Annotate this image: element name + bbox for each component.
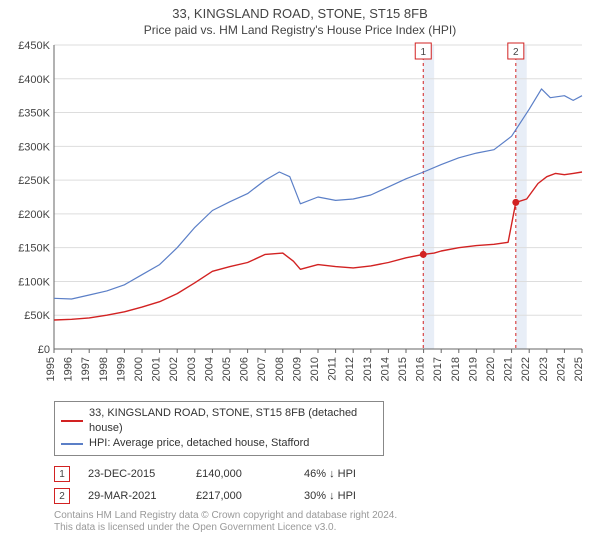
svg-text:2021: 2021 xyxy=(503,357,515,381)
svg-text:2015: 2015 xyxy=(397,357,409,381)
chart: £0 £50K £100K £150K £200K £250K £300K £350K £400… xyxy=(8,41,592,393)
svg-text:2006: 2006 xyxy=(239,357,251,381)
svg-text:2000: 2000 xyxy=(133,357,145,381)
svg-text:2007: 2007 xyxy=(256,357,268,381)
svg-text:1995: 1995 xyxy=(45,357,57,381)
sale-badge-1: 1 xyxy=(54,466,70,482)
footer: Contains HM Land Registry data © Crown c… xyxy=(54,510,592,534)
chart-svg: £0 £50K £100K £150K £200K £250K £300K £350K £400… xyxy=(8,41,592,393)
chart-title-block: 33, KINGSLAND ROAD, STONE, ST15 8FB Pric… xyxy=(8,6,592,37)
svg-text:£350K: £350K xyxy=(18,108,50,120)
legend-label-red: 33, KINGSLAND ROAD, STONE, ST15 8FB (det… xyxy=(89,406,377,436)
sales-table: 1 23-DEC-2015 £140,000 46% ↓ HPI 2 29-MA… xyxy=(54,466,592,504)
svg-text:2012: 2012 xyxy=(344,357,356,381)
footer-line-1: Contains HM Land Registry data © Crown c… xyxy=(54,510,592,522)
legend-item-blue: HPI: Average price, detached house, Staf… xyxy=(61,436,377,451)
svg-text:2010: 2010 xyxy=(309,357,321,381)
legend: 33, KINGSLAND ROAD, STONE, ST15 8FB (det… xyxy=(54,401,384,456)
sale-date-2: 29-MAR-2021 xyxy=(88,490,178,502)
svg-text:2019: 2019 xyxy=(467,357,479,381)
svg-text:2020: 2020 xyxy=(485,357,497,381)
sale-badge-2: 2 xyxy=(54,488,70,504)
title-line-1: 33, KINGSLAND ROAD, STONE, ST15 8FB xyxy=(8,6,592,21)
sale-row-1: 1 23-DEC-2015 £140,000 46% ↓ HPI xyxy=(54,466,592,482)
title-line-2: Price paid vs. HM Land Registry's House … xyxy=(8,23,592,37)
legend-label-blue: HPI: Average price, detached house, Staf… xyxy=(89,436,309,451)
sale-delta-1: 46% ↓ HPI xyxy=(304,468,394,480)
svg-text:£300K: £300K xyxy=(18,141,50,153)
sale-price-1: £140,000 xyxy=(196,468,286,480)
svg-text:£200K: £200K xyxy=(18,209,50,221)
svg-text:1: 1 xyxy=(420,47,426,58)
legend-swatch-red xyxy=(61,420,83,422)
legend-swatch-blue xyxy=(61,443,83,445)
svg-text:£400K: £400K xyxy=(18,74,50,86)
svg-text:£450K: £450K xyxy=(18,41,50,52)
svg-text:2018: 2018 xyxy=(450,357,462,381)
svg-text:2008: 2008 xyxy=(274,357,286,381)
sale-delta-2: 30% ↓ HPI xyxy=(304,490,394,502)
svg-text:1998: 1998 xyxy=(98,357,110,381)
svg-text:2003: 2003 xyxy=(186,357,198,381)
svg-text:£100K: £100K xyxy=(18,276,50,288)
svg-text:1999: 1999 xyxy=(115,357,127,381)
svg-text:2005: 2005 xyxy=(221,357,233,381)
sale-date-1: 23-DEC-2015 xyxy=(88,468,178,480)
svg-text:2022: 2022 xyxy=(520,357,532,381)
svg-text:2016: 2016 xyxy=(415,357,427,381)
svg-text:£250K: £250K xyxy=(18,175,50,187)
svg-text:2013: 2013 xyxy=(362,357,374,381)
svg-text:2001: 2001 xyxy=(151,357,163,381)
svg-text:£0: £0 xyxy=(38,344,50,356)
svg-text:2025: 2025 xyxy=(573,357,585,381)
svg-text:2004: 2004 xyxy=(203,357,215,381)
svg-text:2002: 2002 xyxy=(168,357,180,381)
svg-text:1997: 1997 xyxy=(80,357,92,381)
svg-text:£50K: £50K xyxy=(24,310,50,322)
svg-text:2024: 2024 xyxy=(555,357,567,381)
root: 33, KINGSLAND ROAD, STONE, ST15 8FB Pric… xyxy=(0,0,600,534)
svg-text:2014: 2014 xyxy=(379,357,391,381)
svg-text:1996: 1996 xyxy=(63,357,75,381)
svg-text:£150K: £150K xyxy=(18,243,50,255)
svg-text:2023: 2023 xyxy=(538,357,550,381)
svg-text:2: 2 xyxy=(513,47,519,58)
footer-line-2: This data is licensed under the Open Gov… xyxy=(54,522,592,534)
svg-text:2009: 2009 xyxy=(291,357,303,381)
sale-price-2: £217,000 xyxy=(196,490,286,502)
svg-text:2017: 2017 xyxy=(432,357,444,381)
svg-text:2011: 2011 xyxy=(327,357,339,381)
sale-row-2: 2 29-MAR-2021 £217,000 30% ↓ HPI xyxy=(54,488,592,504)
legend-item-red: 33, KINGSLAND ROAD, STONE, ST15 8FB (det… xyxy=(61,406,377,436)
